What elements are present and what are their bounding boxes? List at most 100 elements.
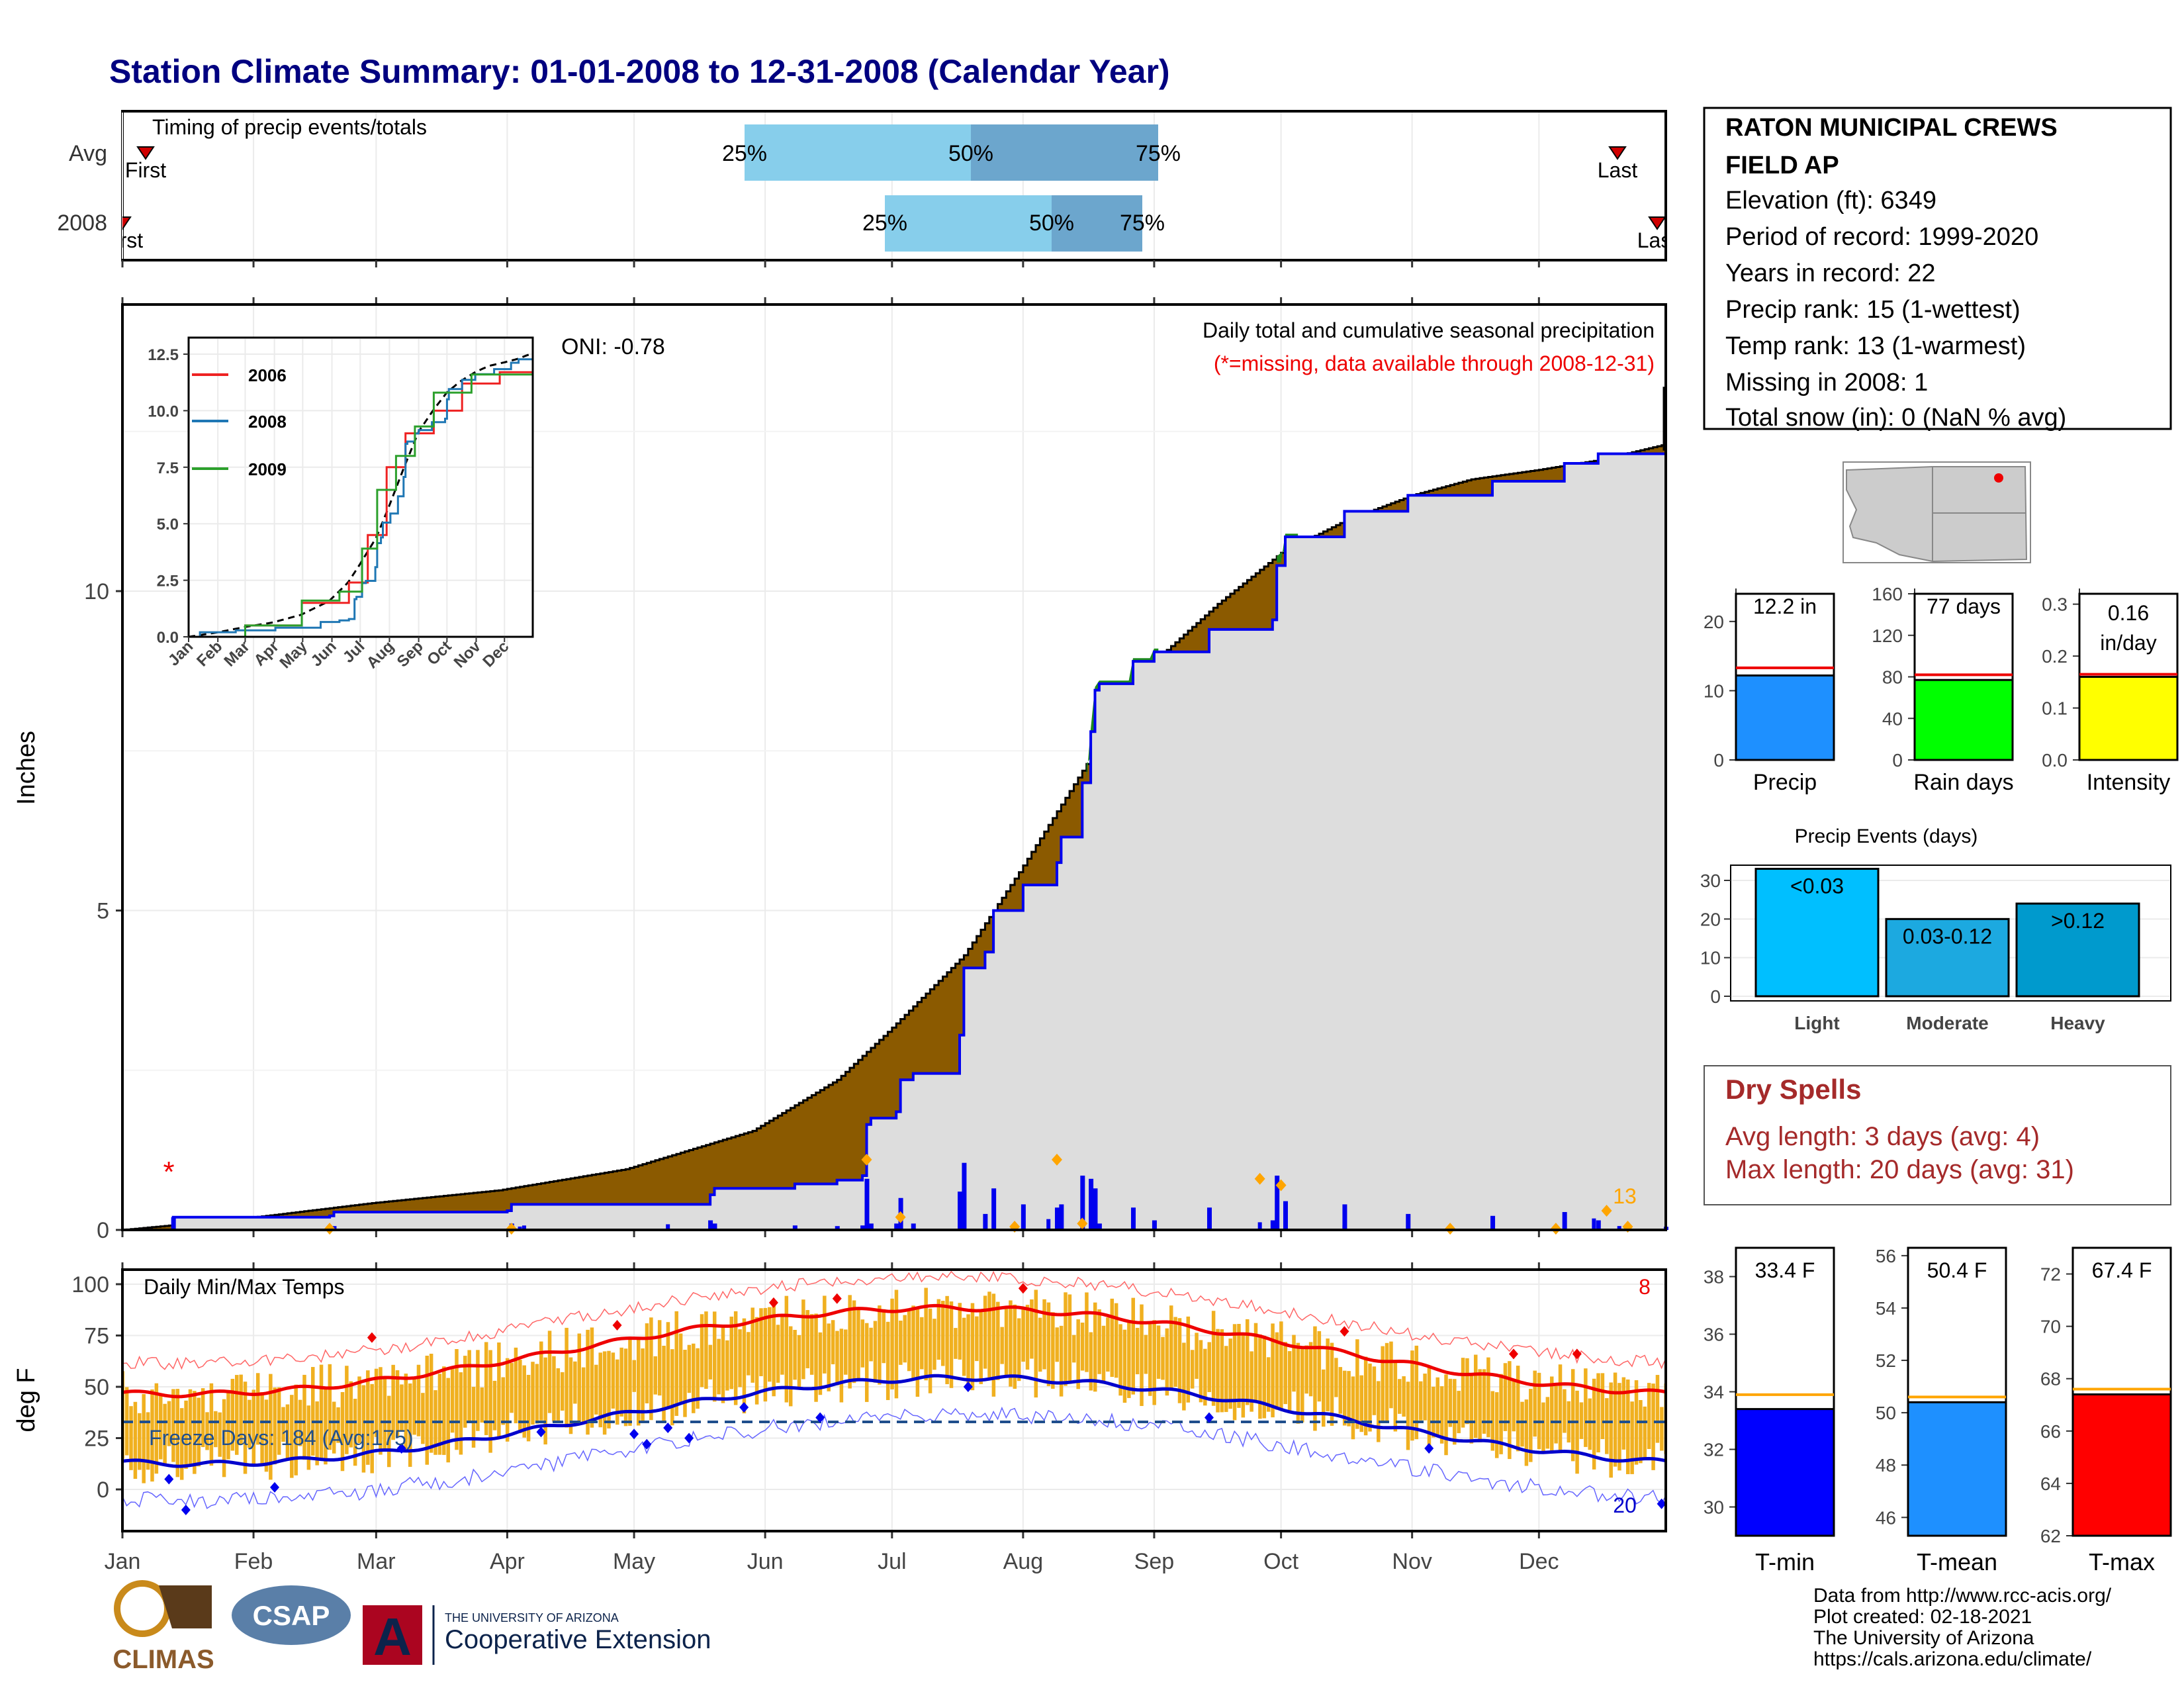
daily-precip-bar [522, 1225, 526, 1230]
temp-range-bar [129, 1406, 133, 1470]
ua-logo-big-text: Cooperative Extension [445, 1625, 711, 1654]
temp-range-bar [632, 1360, 637, 1392]
month-label-11: Dec [1519, 1549, 1559, 1574]
temp-range-bar [577, 1333, 582, 1424]
summary-label: Intensity [2087, 770, 2171, 795]
temp-range-bar [1660, 1407, 1664, 1451]
temp-range-bar [222, 1399, 226, 1477]
temp-frame [121, 1268, 1667, 1532]
temp-range-bar [754, 1317, 759, 1405]
daily-precip-bar [1342, 1204, 1347, 1230]
station-years: Years in record: 22 [1725, 259, 1936, 287]
temp-range-bar [459, 1372, 463, 1455]
temp-range-bar [1334, 1358, 1338, 1397]
climas-logo-shape [159, 1585, 212, 1628]
temp-range-bar [290, 1395, 294, 1478]
precip-legend-line2: (*=missing, data available through 2008-… [1214, 352, 1655, 375]
summary-bar-fill [1913, 679, 2014, 761]
temp-range-bar [692, 1343, 696, 1413]
daily-precip-bar [1617, 1226, 1621, 1230]
temp-range-bar [1630, 1401, 1634, 1474]
month-label-1: Feb [234, 1549, 273, 1574]
temp-range-bar [175, 1389, 180, 1477]
record-low-marker [396, 1443, 406, 1454]
daily-precip-bar [1406, 1213, 1411, 1230]
temp-range-bar [924, 1288, 928, 1381]
dry-spells-box: Dry Spells Avg length: 3 days (avg: 4) M… [1704, 1065, 2171, 1205]
temp-range-bar [226, 1389, 230, 1460]
temp-range-bar [1304, 1345, 1308, 1394]
temp-range-bar [759, 1308, 763, 1376]
station-location-marker [1994, 473, 2003, 483]
precip-event-category: Moderate [1906, 1013, 1988, 1033]
temp-range-bar [395, 1370, 400, 1437]
temp-range-bar [408, 1383, 412, 1467]
temp-range-bar [687, 1344, 692, 1393]
pe-ytick-label-3: 30 [1700, 870, 1721, 891]
daily-precip-bar [860, 1225, 866, 1230]
temp-range-bar [1533, 1370, 1537, 1437]
temp-range-bar [1300, 1346, 1304, 1423]
temp-range-bar [911, 1305, 915, 1380]
precip-events-panel: Precip Events (days) 0 10 20 30 <0.03 Light 0… [1700, 825, 2171, 1033]
daily-precip-bar [518, 1226, 522, 1230]
summary-tick-label: 40 [1882, 708, 1903, 729]
avg-p75: 75% [1136, 141, 1181, 166]
temp-range-bar [361, 1385, 366, 1473]
station-name-line1: RATON MUNICIPAL CREWS [1725, 114, 2058, 142]
temp-range-bar [949, 1301, 954, 1388]
temp-range-bar [1080, 1323, 1085, 1371]
temp-range-bar [1038, 1317, 1042, 1372]
temp-range-bar [142, 1394, 146, 1483]
temp-ylabel: deg F [13, 1368, 40, 1432]
temp-range-bar [1127, 1323, 1131, 1398]
temp-summary-tick-label: 32 [1704, 1440, 1724, 1460]
daily-precip-bar [1093, 1188, 1098, 1230]
extreme-precip-marker [1275, 1179, 1287, 1192]
temp-range-bar [1647, 1383, 1651, 1449]
temp-range-bar [839, 1329, 844, 1403]
temp-range-bar [1435, 1377, 1439, 1436]
temp-range-bar [1097, 1309, 1101, 1374]
temp-range-bar [1584, 1368, 1588, 1447]
temp-range-bar [374, 1368, 379, 1437]
record-low-marker [1424, 1443, 1434, 1454]
csap-logo-text: CSAP [253, 1600, 330, 1631]
temp-range-bar [835, 1331, 839, 1385]
temp-range-bar [404, 1374, 408, 1450]
month-label-8: Sep [1134, 1549, 1175, 1574]
record-low-marker [629, 1429, 639, 1440]
temp-range-bar [243, 1382, 248, 1474]
temp-range-bar [269, 1374, 273, 1480]
inset-ytick-label-5: 12.5 [148, 346, 179, 364]
temp-range-bar [370, 1383, 374, 1474]
temp-range-bar [721, 1325, 725, 1403]
temp-range-bar [708, 1344, 713, 1380]
daily-precip-bar [991, 1188, 997, 1230]
temp-range-bar [1389, 1341, 1393, 1409]
temp-range-bar [1588, 1398, 1592, 1450]
temp-range-bar [1397, 1379, 1402, 1414]
precip-event-category: Light [1794, 1013, 1839, 1033]
month-label-10: Nov [1392, 1549, 1432, 1574]
avg-p25: 25% [722, 141, 767, 166]
precip-event-bar-fill [1754, 868, 1880, 998]
temp-range-bar [742, 1318, 747, 1414]
temp-range-bar [1224, 1346, 1228, 1413]
temp-range-bar [383, 1378, 387, 1452]
precip-ytick-label-1: 5 [97, 899, 109, 924]
temp-range-bar [1355, 1339, 1359, 1429]
temp-range-bar [205, 1412, 209, 1450]
temp-range-bar [704, 1311, 708, 1389]
daily-precip-bar [1592, 1218, 1596, 1230]
temp-range-bar [818, 1332, 823, 1395]
precip-event-category: Heavy [2050, 1013, 2105, 1033]
temp-range-bar [159, 1394, 163, 1460]
temp-range-bar [844, 1329, 848, 1375]
temp-range-bar [1651, 1383, 1655, 1470]
temp-range-bar [455, 1348, 459, 1450]
temp-range-bar [860, 1319, 865, 1368]
temp-range-bar [429, 1354, 433, 1453]
temp-range-bar [1326, 1338, 1330, 1412]
temp-range-bar [928, 1308, 933, 1393]
